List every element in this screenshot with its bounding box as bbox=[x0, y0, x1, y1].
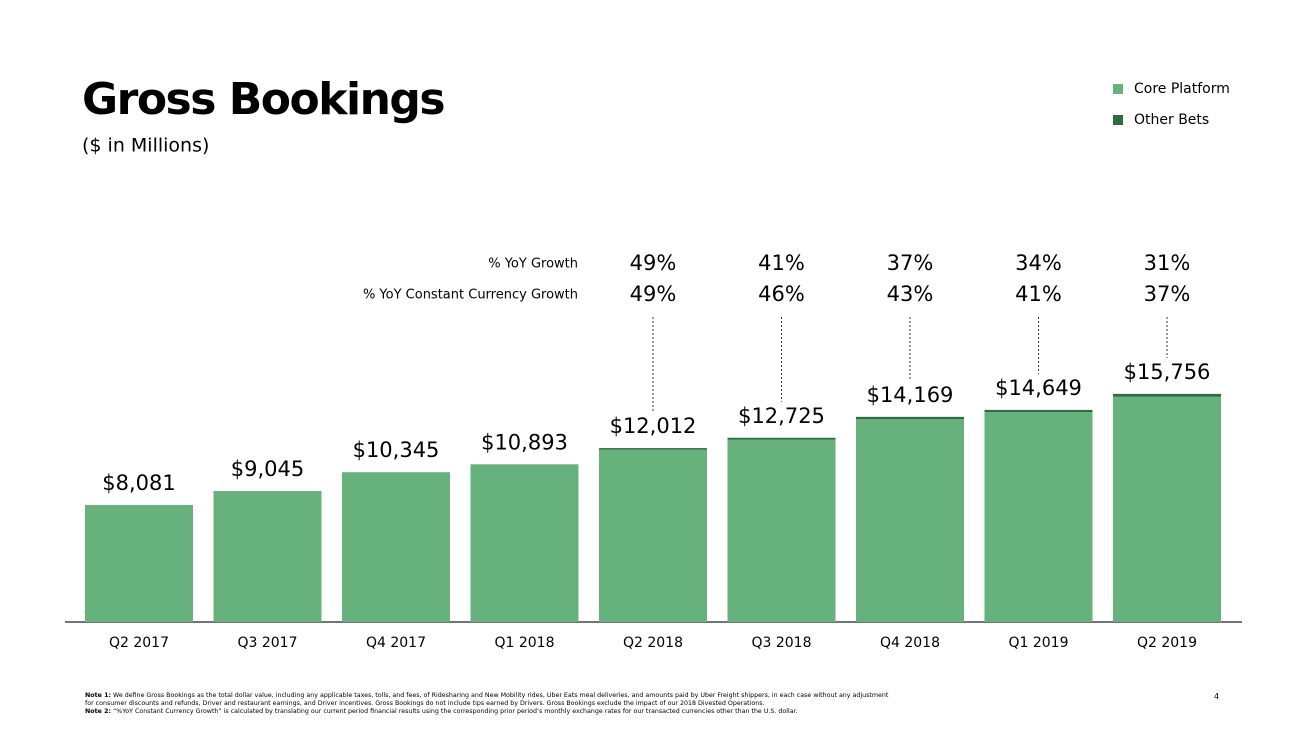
bar-segment bbox=[599, 449, 707, 622]
title: Gross Bookings bbox=[82, 74, 444, 125]
growth-value: 41% bbox=[758, 251, 805, 275]
subtitle: ($ in Millions) bbox=[82, 135, 209, 157]
bar-segment bbox=[470, 464, 579, 622]
growth-row-label: % YoY Growth bbox=[488, 257, 578, 272]
growth-row-label: % YoY Constant Currency Growth bbox=[363, 288, 578, 303]
bar-segment bbox=[1113, 393, 1221, 397]
x-tick-label: Q4 2018 bbox=[880, 635, 940, 651]
notes: Note 1: We define Gross Bookings as the … bbox=[85, 692, 895, 716]
bar-segment bbox=[213, 491, 322, 622]
bar-segment bbox=[1113, 396, 1221, 622]
x-tick-label: Q2 2017 bbox=[109, 635, 169, 651]
total-label: $8,081 bbox=[102, 471, 175, 495]
legend-swatch bbox=[1113, 84, 1123, 94]
x-tick-label: Q1 2018 bbox=[494, 635, 554, 651]
total-label: $14,169 bbox=[867, 383, 954, 407]
bar-segment bbox=[727, 437, 836, 440]
note-text: We define Gross Bookings as the total do… bbox=[85, 692, 889, 707]
x-tick-label: Q2 2018 bbox=[623, 635, 683, 651]
note: Note 1: We define Gross Bookings as the … bbox=[85, 692, 895, 708]
bar-segment bbox=[856, 419, 964, 622]
legend-label: Core Platform bbox=[1134, 81, 1230, 97]
note-text: “%YoY Constant Currency Growth” is calcu… bbox=[112, 708, 798, 715]
x-tick-label: Q4 2017 bbox=[366, 635, 426, 651]
growth-value: 41% bbox=[1015, 282, 1062, 306]
total-label: $10,893 bbox=[481, 430, 568, 454]
total-label: $9,045 bbox=[231, 457, 304, 481]
x-tick-label: Q3 2018 bbox=[751, 635, 811, 651]
note: Note 2: “%YoY Constant Currency Growth” … bbox=[85, 708, 895, 716]
bar-segment bbox=[984, 409, 1093, 413]
bar-segment bbox=[85, 505, 193, 622]
bar-segment bbox=[856, 416, 964, 420]
total-label: $12,012 bbox=[610, 414, 697, 438]
legend-label: Other Bets bbox=[1134, 112, 1209, 128]
total-label: $15,756 bbox=[1124, 360, 1211, 384]
growth-value: 37% bbox=[887, 251, 934, 275]
x-tick-label: Q2 2019 bbox=[1137, 635, 1197, 651]
bar-segment bbox=[342, 472, 450, 622]
x-tick-label: Q1 2019 bbox=[1008, 635, 1068, 651]
total-label: $12,725 bbox=[738, 404, 825, 428]
note-label: Note 2: bbox=[85, 708, 111, 715]
bar-segment bbox=[727, 439, 836, 622]
growth-value: 49% bbox=[630, 282, 677, 306]
total-label: $10,345 bbox=[353, 438, 440, 462]
bar-segment bbox=[984, 412, 1093, 622]
growth-value: 46% bbox=[758, 282, 805, 306]
growth-value: 37% bbox=[1144, 282, 1191, 306]
growth-value: 34% bbox=[1015, 251, 1062, 275]
total-label: $14,649 bbox=[995, 376, 1082, 400]
growth-value: 31% bbox=[1144, 251, 1191, 275]
x-tick-label: Q3 2017 bbox=[237, 635, 297, 651]
note-label: Note 1: bbox=[85, 692, 111, 699]
legend-swatch bbox=[1113, 115, 1123, 125]
bar-segment bbox=[599, 448, 707, 450]
chart: Gross Bookings ($ in Millions) Core Plat… bbox=[65, 74, 1242, 651]
growth-value: 49% bbox=[630, 251, 677, 275]
page-number: 4 bbox=[1214, 692, 1220, 701]
growth-value: 43% bbox=[887, 282, 934, 306]
